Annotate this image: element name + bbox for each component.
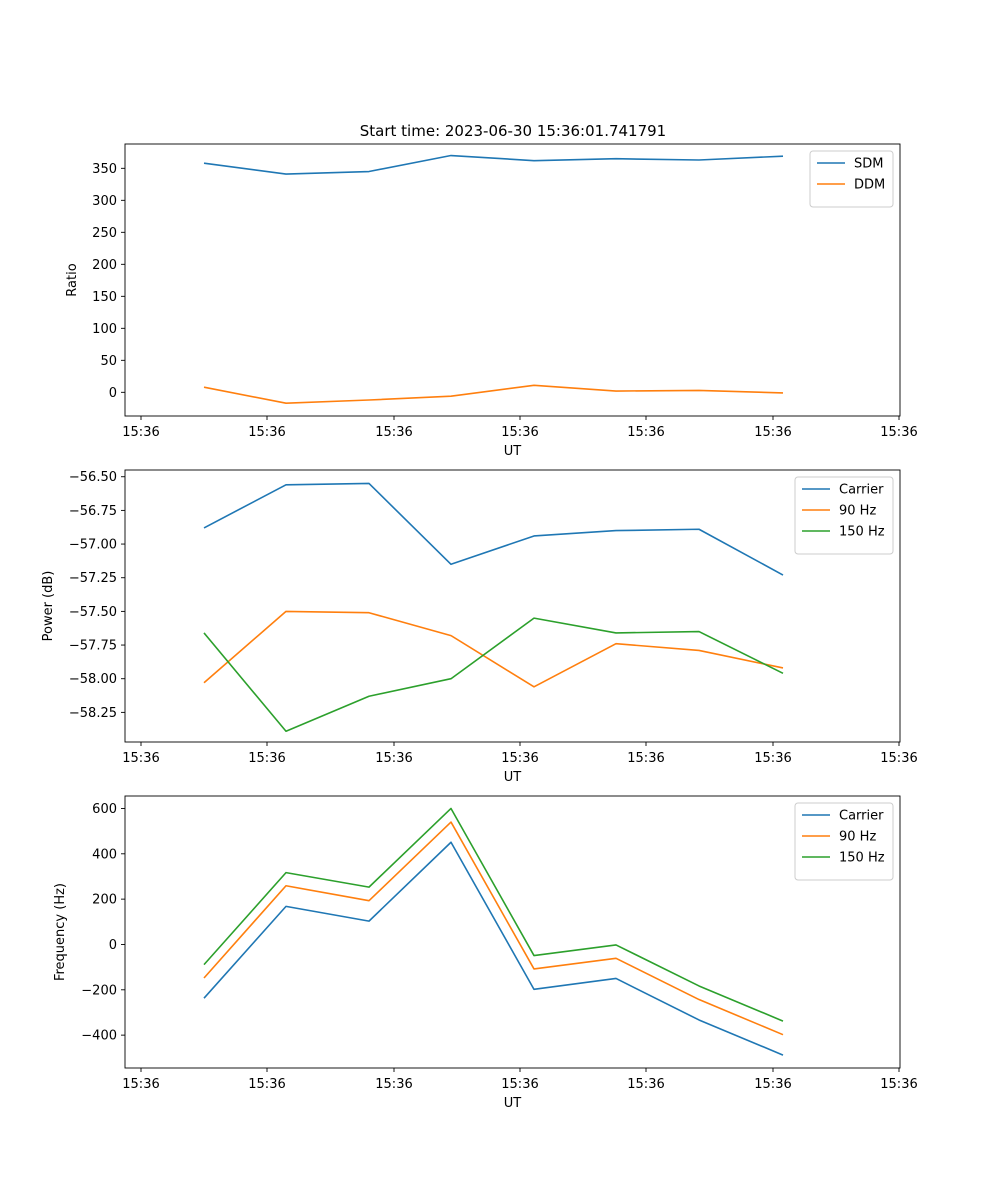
- y-tick-label: −56.50: [69, 470, 117, 485]
- y-axis-label: Ratio: [65, 263, 80, 296]
- legend-label: 90 Hz: [839, 504, 876, 519]
- legend: SDM DDM: [809, 150, 894, 208]
- subplot-power: 15:36 15:36 15:36 15:36 15:36 15:36 15:36 −58.2…: [41, 469, 918, 785]
- x-tick-label: 15:36: [375, 1077, 412, 1092]
- y-tick-label: 100: [92, 322, 117, 337]
- legend-box: [794, 476, 894, 555]
- legend-label: Carrier: [839, 809, 884, 824]
- y-tick-label: 200: [92, 893, 117, 908]
- axes-frame: [124, 469, 901, 743]
- x-axis-label: UT: [504, 1096, 522, 1111]
- y-tick-label: 150: [92, 290, 117, 305]
- y-tick-label: 300: [92, 194, 117, 209]
- series-line-150-hz: [203, 617, 784, 733]
- series-line-sdm: [203, 154, 784, 175]
- y-tick-label: −57.50: [69, 605, 117, 620]
- legend-label: DDM: [854, 178, 885, 193]
- x-tick-label: 15:36: [754, 425, 791, 440]
- legend-label: 150 Hz: [839, 525, 885, 540]
- x-tick-label: 15:36: [501, 425, 538, 440]
- y-axis-label: Frequency (Hz): [53, 883, 68, 981]
- x-tick-label: 15:36: [375, 425, 412, 440]
- x-tick-label: 15:36: [627, 751, 664, 766]
- y-tick-label: 400: [92, 847, 117, 862]
- legend: Carrier 90 Hz 150 Hz: [794, 802, 894, 881]
- legend-box: [794, 802, 894, 881]
- y-tick-label: −56.75: [69, 504, 117, 519]
- y-tick-label: −57.25: [69, 571, 117, 586]
- x-tick-label: 15:36: [248, 751, 285, 766]
- y-tick-label: 200: [92, 258, 117, 273]
- x-tick-label: 15:36: [248, 1077, 285, 1092]
- legend-label: 150 Hz: [839, 851, 885, 866]
- x-tick-label: 15:36: [754, 1077, 791, 1092]
- y-axis-label: Power (dB): [41, 571, 56, 642]
- x-tick-label: 15:36: [122, 751, 159, 766]
- axes-frame: [124, 143, 901, 417]
- x-tick-label: 15:36: [375, 751, 412, 766]
- series-line-150-hz: [203, 807, 784, 1022]
- x-tick-label: 15:36: [122, 1077, 159, 1092]
- figure-title: Start time: 2023-06-30 15:36:01.741791: [360, 122, 666, 140]
- y-tick-label: −57.00: [69, 538, 117, 553]
- x-tick-label: 15:36: [754, 751, 791, 766]
- y-tick-label: 0: [109, 938, 117, 953]
- series-line-ddm: [203, 384, 784, 405]
- y-tick-label: 0: [109, 386, 117, 401]
- x-tick-label: 15:36: [122, 425, 159, 440]
- y-tick-label: −58.00: [69, 672, 117, 687]
- y-tick-label: −200: [81, 983, 117, 998]
- legend-label: Carrier: [839, 483, 884, 498]
- legend-label: SDM: [854, 157, 883, 172]
- series-line-carrier: [203, 482, 784, 576]
- y-tick-label: 600: [92, 802, 117, 817]
- subplot-frequency: 15:36 15:36 15:36 15:36 15:36 15:36 15:36 −400 −…: [53, 795, 918, 1111]
- y-tick-label: 350: [92, 162, 117, 177]
- x-axis-label: UT: [504, 770, 522, 785]
- legend: Carrier 90 Hz 150 Hz: [794, 476, 894, 555]
- legend-box: [809, 150, 894, 208]
- axes-frame: [124, 795, 901, 1069]
- series-line-carrier: [203, 841, 784, 1056]
- x-tick-label: 15:36: [627, 425, 664, 440]
- x-tick-label: 15:36: [501, 1077, 538, 1092]
- y-tick-label: −58.25: [69, 706, 117, 721]
- x-tick-label: 15:36: [248, 425, 285, 440]
- x-axis-label: UT: [504, 444, 522, 459]
- series-line-90-hz: [203, 610, 784, 688]
- x-tick-label: 15:36: [501, 751, 538, 766]
- series-line-90-hz: [203, 821, 784, 1036]
- y-tick-label: −57.75: [69, 639, 117, 654]
- x-tick-label: 15:36: [627, 1077, 664, 1092]
- x-tick-label: 15:36: [880, 1077, 917, 1092]
- x-tick-label: 15:36: [880, 751, 917, 766]
- y-tick-label: −400: [81, 1029, 117, 1044]
- y-tick-label: 50: [100, 354, 117, 369]
- x-tick-label: 15:36: [880, 425, 917, 440]
- legend-label: 90 Hz: [839, 830, 876, 845]
- y-tick-label: 250: [92, 226, 117, 241]
- subplot-ratio: 15:36 15:36 15:36 15:36 15:36 15:36 15:36 0 50 10…: [65, 143, 918, 459]
